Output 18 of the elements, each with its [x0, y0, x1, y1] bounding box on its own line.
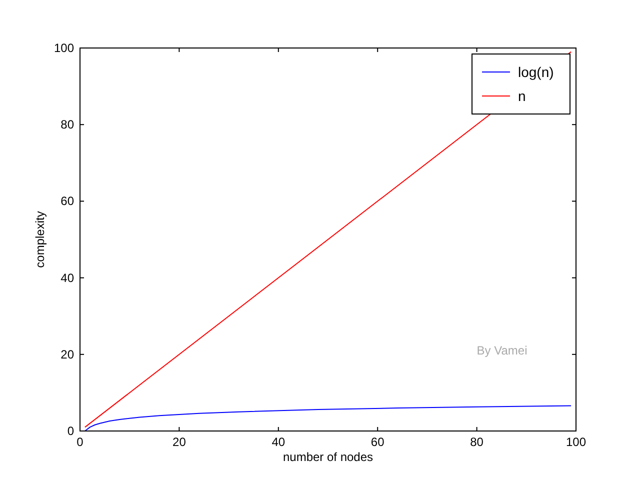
line-series — [84, 405, 572, 432]
x-tick-label: 60 — [370, 435, 385, 449]
x-tick-label: 0 — [76, 435, 84, 449]
legend-label: n — [518, 88, 526, 104]
x-tick-label: 80 — [470, 435, 484, 449]
y-tick-label: 20 — [60, 347, 74, 362]
x-axis-title: number of nodes — [282, 450, 374, 464]
y-tick-label: 40 — [60, 270, 74, 285]
x-tick-label: 20 — [172, 435, 186, 449]
y-tick-label: 100 — [54, 41, 74, 55]
x-tick-label: 40 — [272, 435, 286, 449]
x-tick-label: 100 — [566, 435, 586, 449]
y-tick-label: 0 — [67, 424, 74, 438]
annotation: By Vamei — [476, 343, 528, 358]
y-axis-title: complexity — [33, 211, 47, 268]
legend-label: log(n) — [518, 64, 554, 80]
y-tick-label: 80 — [60, 118, 74, 132]
y-tick-label: 60 — [60, 194, 74, 208]
